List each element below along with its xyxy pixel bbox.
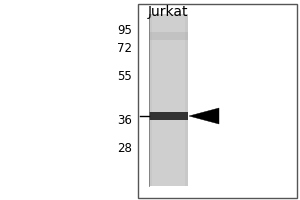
Bar <box>138 4 297 198</box>
Bar <box>152 14 184 186</box>
Text: Jurkat: Jurkat <box>148 5 188 19</box>
Text: 95: 95 <box>117 23 132 36</box>
Bar <box>148 14 188 186</box>
Polygon shape <box>189 108 219 124</box>
Text: 72: 72 <box>117 42 132 54</box>
Text: 36: 36 <box>117 114 132 127</box>
Bar <box>148 112 188 120</box>
Text: 28: 28 <box>117 142 132 154</box>
Bar <box>148 32 188 40</box>
Text: 55: 55 <box>117 70 132 82</box>
